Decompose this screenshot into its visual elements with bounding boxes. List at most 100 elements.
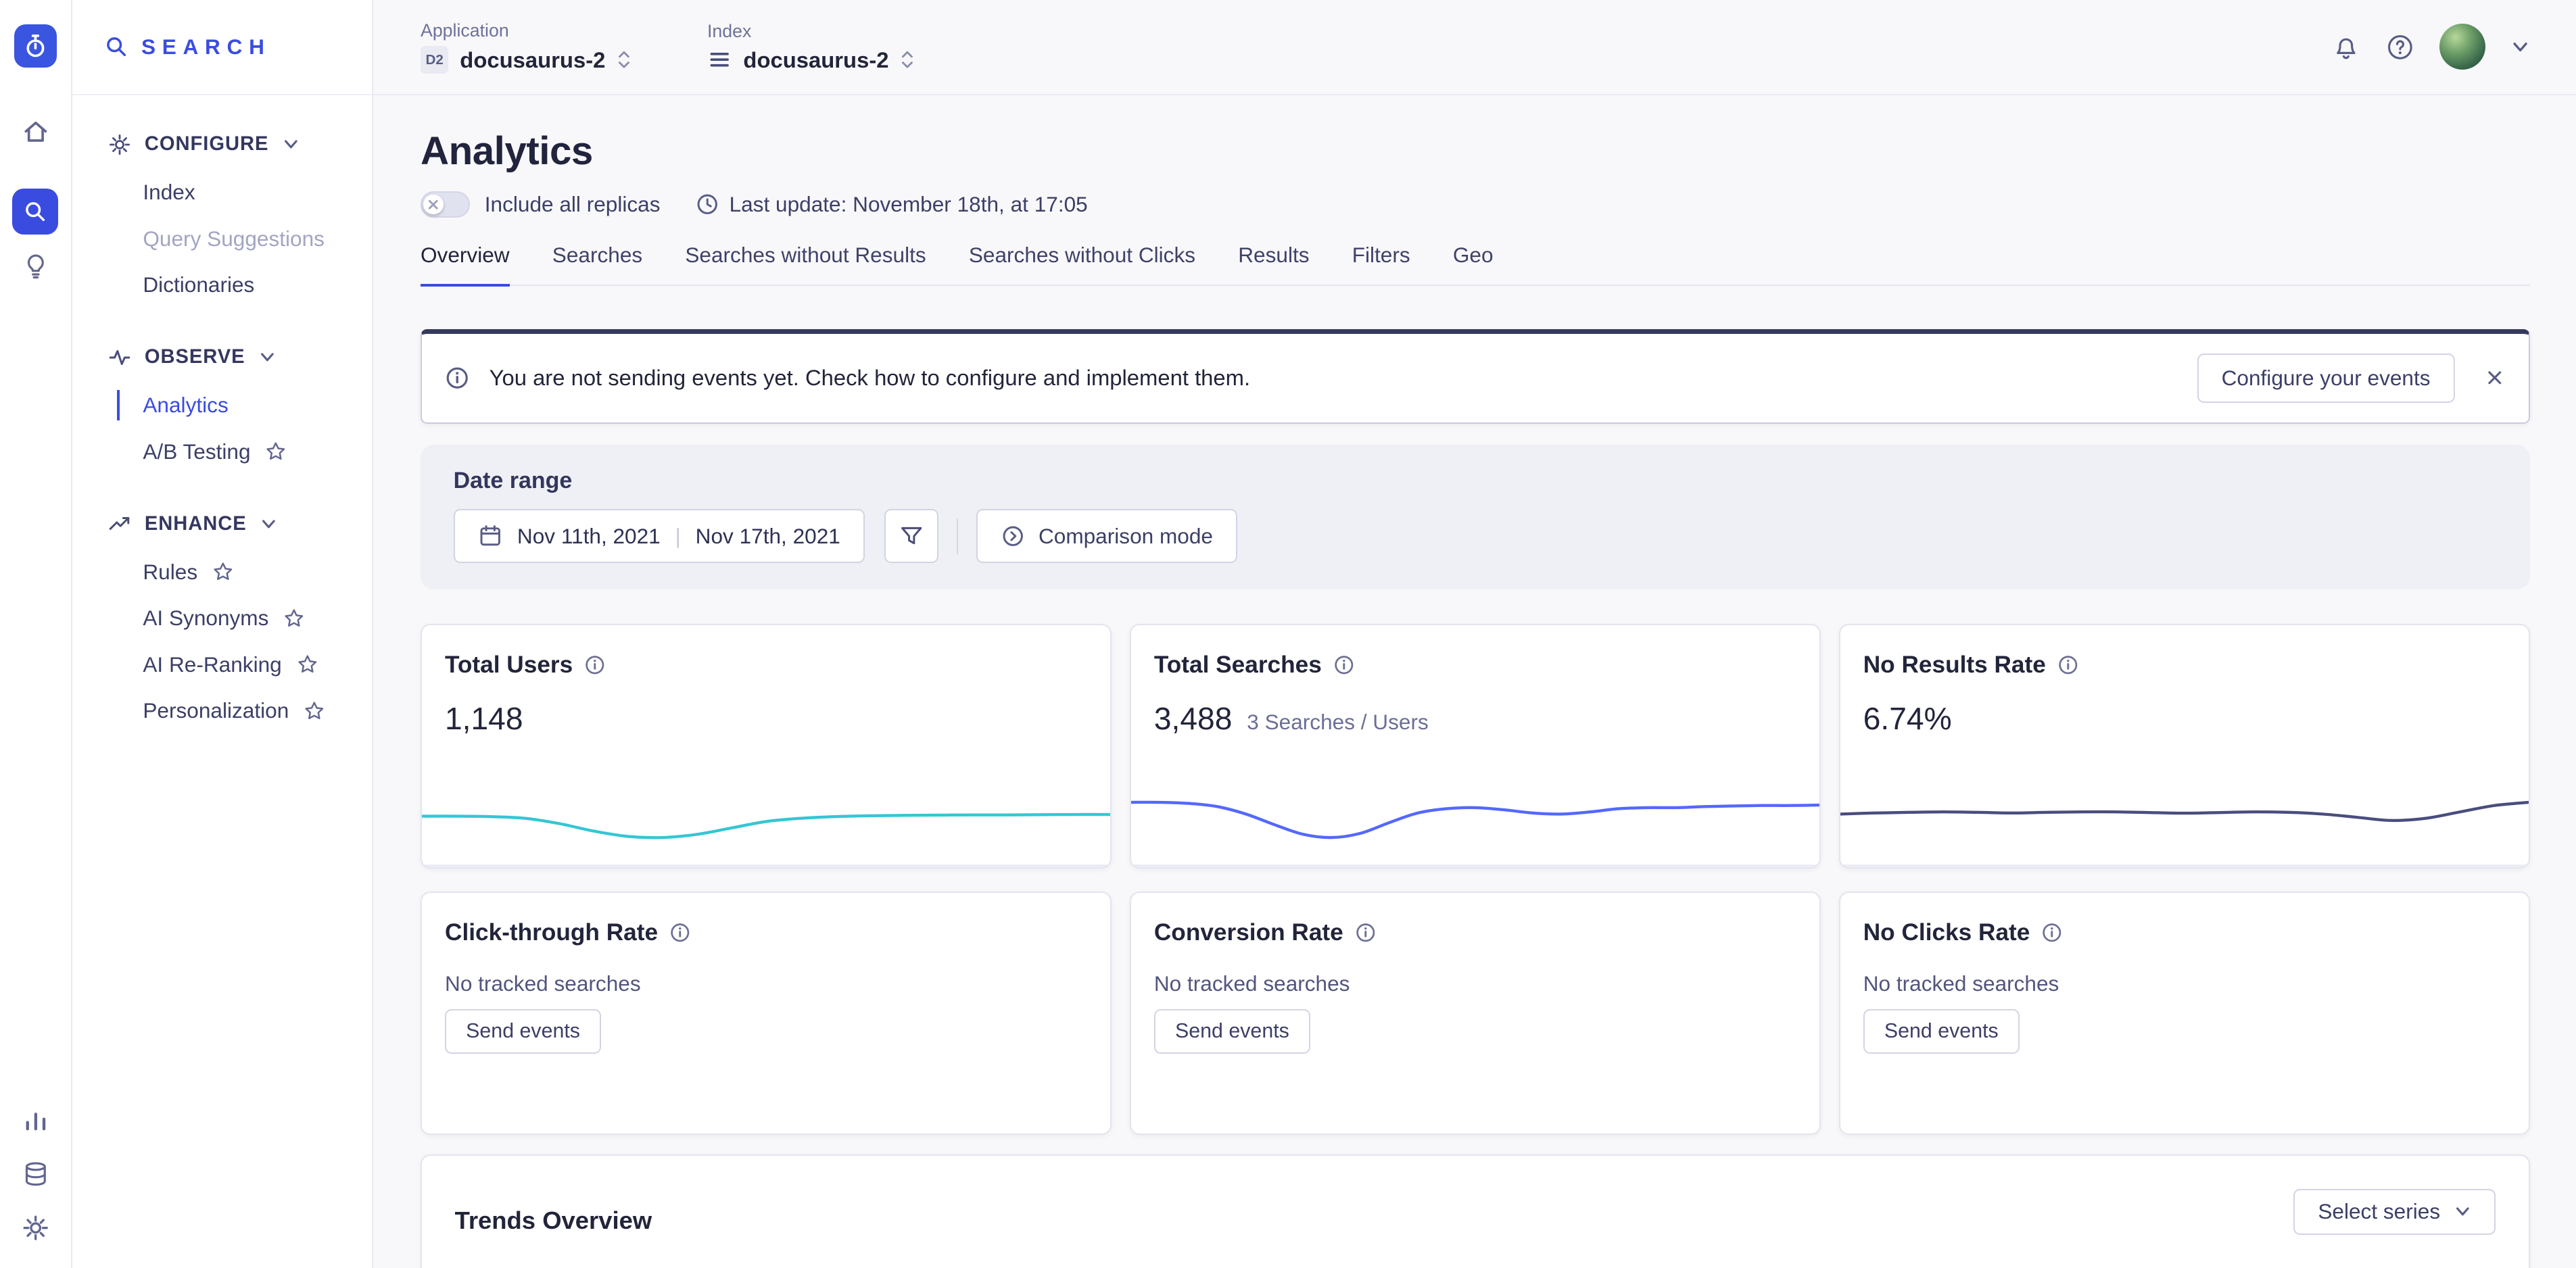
tab-bar: Overview Searches Searches without Resul… [421,243,2530,287]
empty-state-text: No tracked searches [1154,971,1796,996]
section-header-configure[interactable]: CONFIGURE [72,133,372,156]
sidebar-item-analytics[interactable]: Analytics [72,382,372,429]
conversion-rate-card: Conversion Rate No tracked searches Send… [1130,892,1821,1135]
sidebar-item-query-suggestions[interactable]: Query Suggestions [72,216,372,262]
home-icon[interactable] [21,117,51,147]
select-series-dropdown[interactable]: Select series [2293,1189,2496,1235]
index-label: Index [707,21,915,42]
section-label: CONFIGURE [145,133,269,155]
include-replicas-toggle[interactable] [421,191,470,218]
content: Analytics Include all replicas Last upda… [373,95,2576,1268]
sidebar-item-dictionaries[interactable]: Dictionaries [72,262,372,308]
sidebar-item-rules[interactable]: Rules [72,549,372,595]
search-logo[interactable]: SEARCH [72,0,372,95]
tab-filters[interactable]: Filters [1352,243,1410,287]
page-title: Analytics [421,128,2530,174]
click-through-rate-card: Click-through Rate No tracked searches S… [421,892,1112,1135]
section-header-enhance[interactable]: ENHANCE [72,512,372,535]
star-icon[interactable] [212,561,234,583]
circle-arrow-icon [1001,524,1025,548]
last-update: Last update: November 18th, at 17:05 [695,192,1088,217]
tab-overview[interactable]: Overview [421,243,510,287]
info-icon [445,366,469,390]
banner-message: You are not sending events yet. Check ho… [490,365,1251,391]
trends-overview-card: Trends Overview Select series [421,1154,2530,1268]
tab-searches[interactable]: Searches [552,243,642,287]
configure-events-button[interactable]: Configure your events [2197,353,2455,403]
section-header-observe[interactable]: OBSERVE [72,346,372,369]
empty-state-text: No tracked searches [1863,971,2506,996]
calendar-icon [478,524,502,548]
card-title: No Clicks Rate [1863,919,2030,946]
index-selector[interactable]: docusaurus-2 [707,47,915,73]
chevron-down-icon [282,135,300,153]
tab-searches-without-results[interactable]: Searches without Results [685,243,926,287]
sidebar-item-ai-re-ranking[interactable]: AI Re-Ranking [72,641,372,688]
send-events-button[interactable]: Send events [1154,1009,1310,1054]
event-cards-row: Click-through Rate No tracked searches S… [421,892,2530,1135]
tab-searches-without-clicks[interactable]: Searches without Clicks [969,243,1195,287]
data-sources-icon[interactable] [21,1159,51,1189]
clock-icon [695,192,719,216]
tab-results[interactable]: Results [1238,243,1309,287]
info-icon[interactable] [669,922,691,944]
info-icon[interactable] [1333,654,1355,676]
notifications-bell-icon[interactable] [2331,32,2361,62]
events-banner: You are not sending events yet. Check ho… [421,329,2530,424]
icon-rail [0,0,72,1268]
funnel-icon [899,524,924,548]
total-searches-sparkline [1131,782,1819,867]
usage-chart-icon[interactable] [21,1105,51,1135]
section-label: OBSERVE [145,346,245,368]
recommend-icon[interactable] [21,251,51,281]
topbar-right [2331,24,2530,70]
filter-funnel-button[interactable] [884,509,938,563]
comparison-mode-label: Comparison mode [1039,524,1213,549]
star-icon[interactable] [297,654,318,675]
date-range-label: Date range [454,468,2498,494]
toggle-knob [423,195,443,214]
chevron-down-icon[interactable] [2510,37,2530,57]
algolia-app-icon[interactable] [14,24,57,67]
info-icon[interactable] [2057,654,2079,676]
date-range-picker[interactable]: Nov 11th, 2021 | Nov 17th, 2021 [454,509,865,563]
gear-icon [108,133,131,156]
metric-value: 3,488 [1154,700,1233,737]
sidebar-item-ai-synonyms[interactable]: AI Synonyms [72,595,372,641]
total-users-sparkline [422,782,1110,867]
trends-title: Trends Overview [455,1206,652,1235]
x-small-icon [427,198,439,211]
sidebar: SEARCH CONFIGURE Index Query Suggestions… [72,0,373,1268]
star-icon[interactable] [283,608,305,629]
comparison-mode-button[interactable]: Comparison mode [976,509,1237,563]
star-icon[interactable] [265,441,287,462]
empty-state-text: No tracked searches [445,971,1087,996]
settings-gear-icon[interactable] [22,1214,49,1242]
info-icon[interactable] [1355,922,1377,944]
application-label: Application [421,20,631,41]
sidebar-item-ab-testing[interactable]: A/B Testing [72,429,372,475]
no-clicks-rate-card: No Clicks Rate No tracked searches Send … [1839,892,2530,1135]
section-label: ENHANCE [145,513,247,535]
select-series-label: Select series [2318,1199,2440,1224]
info-icon[interactable] [2041,922,2063,944]
help-icon[interactable] [2385,32,2415,62]
info-icon[interactable] [584,654,606,676]
close-icon[interactable] [2484,367,2506,389]
send-events-button[interactable]: Send events [1863,1009,2020,1054]
card-title: Total Users [445,652,573,679]
send-events-button[interactable]: Send events [445,1009,601,1054]
sidebar-item-index[interactable]: Index [72,169,372,216]
trending-up-icon [108,512,131,535]
application-selector[interactable]: D2 docusaurus-2 [421,46,631,74]
start-date: Nov 11th, 2021 [517,524,661,549]
sidebar-item-personalization[interactable]: Personalization [72,687,372,734]
end-date: Nov 17th, 2021 [696,524,840,549]
card-title: No Results Rate [1863,652,2046,679]
application-name: docusaurus-2 [460,47,605,73]
updown-chevrons-icon [617,47,631,72]
search-product-icon[interactable] [12,189,58,235]
tab-geo[interactable]: Geo [1453,243,1494,287]
user-avatar[interactable] [2439,24,2485,70]
star-icon[interactable] [304,700,325,722]
